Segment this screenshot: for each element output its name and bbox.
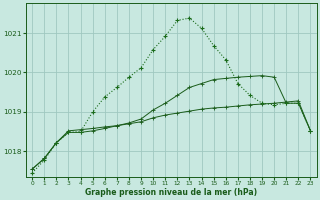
X-axis label: Graphe pression niveau de la mer (hPa): Graphe pression niveau de la mer (hPa) — [85, 188, 257, 197]
